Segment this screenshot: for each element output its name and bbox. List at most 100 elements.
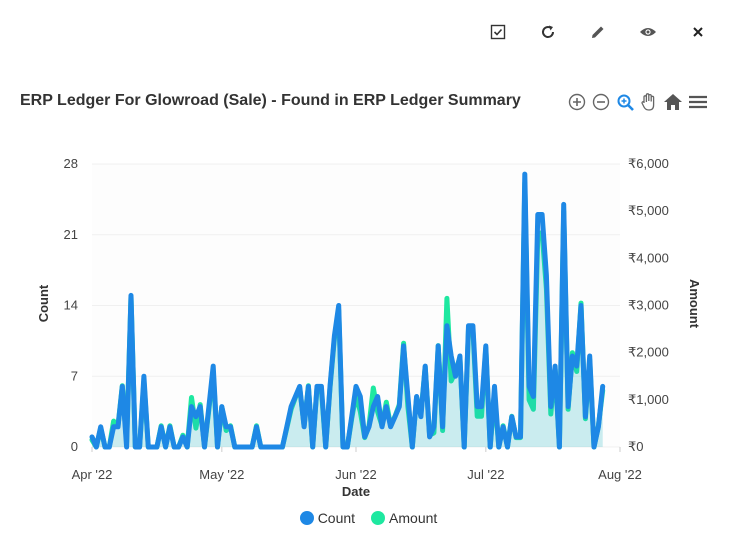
data-point-count[interactable] [280, 445, 284, 449]
data-point-count[interactable] [445, 324, 449, 328]
data-point-count[interactable] [363, 435, 367, 439]
refresh-icon[interactable] [523, 18, 573, 46]
data-point-count[interactable] [112, 425, 116, 429]
data-point-count[interactable] [415, 395, 419, 399]
data-point-count[interactable] [497, 445, 501, 449]
data-point-count[interactable] [570, 354, 574, 358]
data-point-count[interactable] [354, 384, 358, 388]
data-point-count[interactable] [203, 445, 207, 449]
data-point-count[interactable] [337, 304, 341, 308]
data-point-count[interactable] [332, 334, 336, 338]
data-point-count[interactable] [116, 425, 120, 429]
edit-icon[interactable] [573, 18, 623, 46]
data-point-count[interactable] [233, 445, 237, 449]
data-point-count[interactable] [125, 445, 129, 449]
data-point-count[interactable] [224, 425, 228, 429]
data-point-count[interactable] [237, 445, 241, 449]
data-point-count[interactable] [289, 405, 293, 409]
data-point-count[interactable] [142, 374, 146, 378]
data-point-count[interactable] [471, 324, 475, 328]
data-point-count[interactable] [419, 415, 423, 419]
data-point-count[interactable] [402, 344, 406, 348]
data-point-count[interactable] [458, 354, 462, 358]
data-point-amount[interactable] [371, 386, 375, 390]
data-point-count[interactable] [480, 405, 484, 409]
data-point-count[interactable] [190, 405, 194, 409]
menu-icon[interactable] [687, 91, 709, 113]
data-point-count[interactable] [194, 415, 198, 419]
data-point-count[interactable] [267, 445, 271, 449]
data-point-count[interactable] [341, 445, 345, 449]
data-point-count[interactable] [276, 445, 280, 449]
data-point-count[interactable] [315, 384, 319, 388]
data-point-count[interactable] [406, 395, 410, 399]
data-point-count[interactable] [285, 425, 289, 429]
data-point-count[interactable] [540, 213, 544, 217]
data-point-count[interactable] [302, 425, 306, 429]
data-point-count[interactable] [449, 354, 453, 358]
data-point-count[interactable] [410, 445, 414, 449]
legend-item-amount[interactable]: Amount [371, 510, 437, 526]
legend-item-count[interactable]: Count [299, 510, 355, 526]
data-point-count[interactable] [319, 384, 323, 388]
data-point-count[interactable] [475, 405, 479, 409]
data-point-count[interactable] [514, 435, 518, 439]
data-point-count[interactable] [549, 405, 553, 409]
data-point-count[interactable] [531, 395, 535, 399]
data-point-count[interactable] [358, 395, 362, 399]
data-point-count[interactable] [592, 445, 596, 449]
data-point-count[interactable] [159, 425, 163, 429]
data-point-count[interactable] [311, 445, 315, 449]
data-point-amount[interactable] [112, 419, 116, 423]
data-point-count[interactable] [146, 445, 150, 449]
data-point-count[interactable] [164, 445, 168, 449]
data-point-count[interactable] [198, 405, 202, 409]
data-point-count[interactable] [293, 395, 297, 399]
data-point-amount[interactable] [190, 396, 194, 400]
data-point-count[interactable] [211, 364, 215, 368]
data-point-count[interactable] [536, 213, 540, 217]
data-point-count[interactable] [298, 384, 302, 388]
selection-zoom-icon[interactable] [615, 91, 635, 113]
data-point-count[interactable] [181, 435, 185, 439]
data-point-count[interactable] [428, 435, 432, 439]
checkbox-icon[interactable] [473, 18, 523, 46]
data-point-count[interactable] [103, 445, 107, 449]
data-point-count[interactable] [488, 445, 492, 449]
data-point-count[interactable] [328, 384, 332, 388]
data-point-count[interactable] [255, 425, 259, 429]
data-point-count[interactable] [90, 435, 94, 439]
data-point-count[interactable] [423, 364, 427, 368]
data-point-count[interactable] [575, 364, 579, 368]
data-point-count[interactable] [579, 304, 583, 308]
data-point-count[interactable] [263, 445, 267, 449]
data-point-count[interactable] [544, 273, 548, 277]
data-point-count[interactable] [588, 354, 592, 358]
data-point-count[interactable] [216, 445, 220, 449]
data-point-count[interactable] [94, 445, 98, 449]
data-point-count[interactable] [367, 425, 371, 429]
data-point-count[interactable] [138, 445, 142, 449]
data-point-count[interactable] [527, 384, 531, 388]
data-point-count[interactable] [371, 405, 375, 409]
data-point-count[interactable] [523, 172, 527, 176]
data-point-count[interactable] [250, 445, 254, 449]
data-point-count[interactable] [220, 405, 224, 409]
data-point-count[interactable] [553, 364, 557, 368]
data-point-count[interactable] [441, 425, 445, 429]
data-point-count[interactable] [467, 324, 471, 328]
data-point-amount[interactable] [445, 296, 449, 300]
reset-home-icon[interactable] [663, 91, 683, 113]
data-point-count[interactable] [229, 425, 233, 429]
data-point-count[interactable] [246, 445, 250, 449]
data-point-count[interactable] [272, 445, 276, 449]
data-point-count[interactable] [376, 395, 380, 399]
pan-icon[interactable] [639, 91, 659, 113]
data-point-count[interactable] [172, 445, 176, 449]
data-point-count[interactable] [380, 425, 384, 429]
data-point-count[interactable] [393, 415, 397, 419]
data-point-count[interactable] [493, 384, 497, 388]
data-point-count[interactable] [185, 445, 189, 449]
data-point-count[interactable] [177, 445, 181, 449]
data-point-count[interactable] [397, 405, 401, 409]
